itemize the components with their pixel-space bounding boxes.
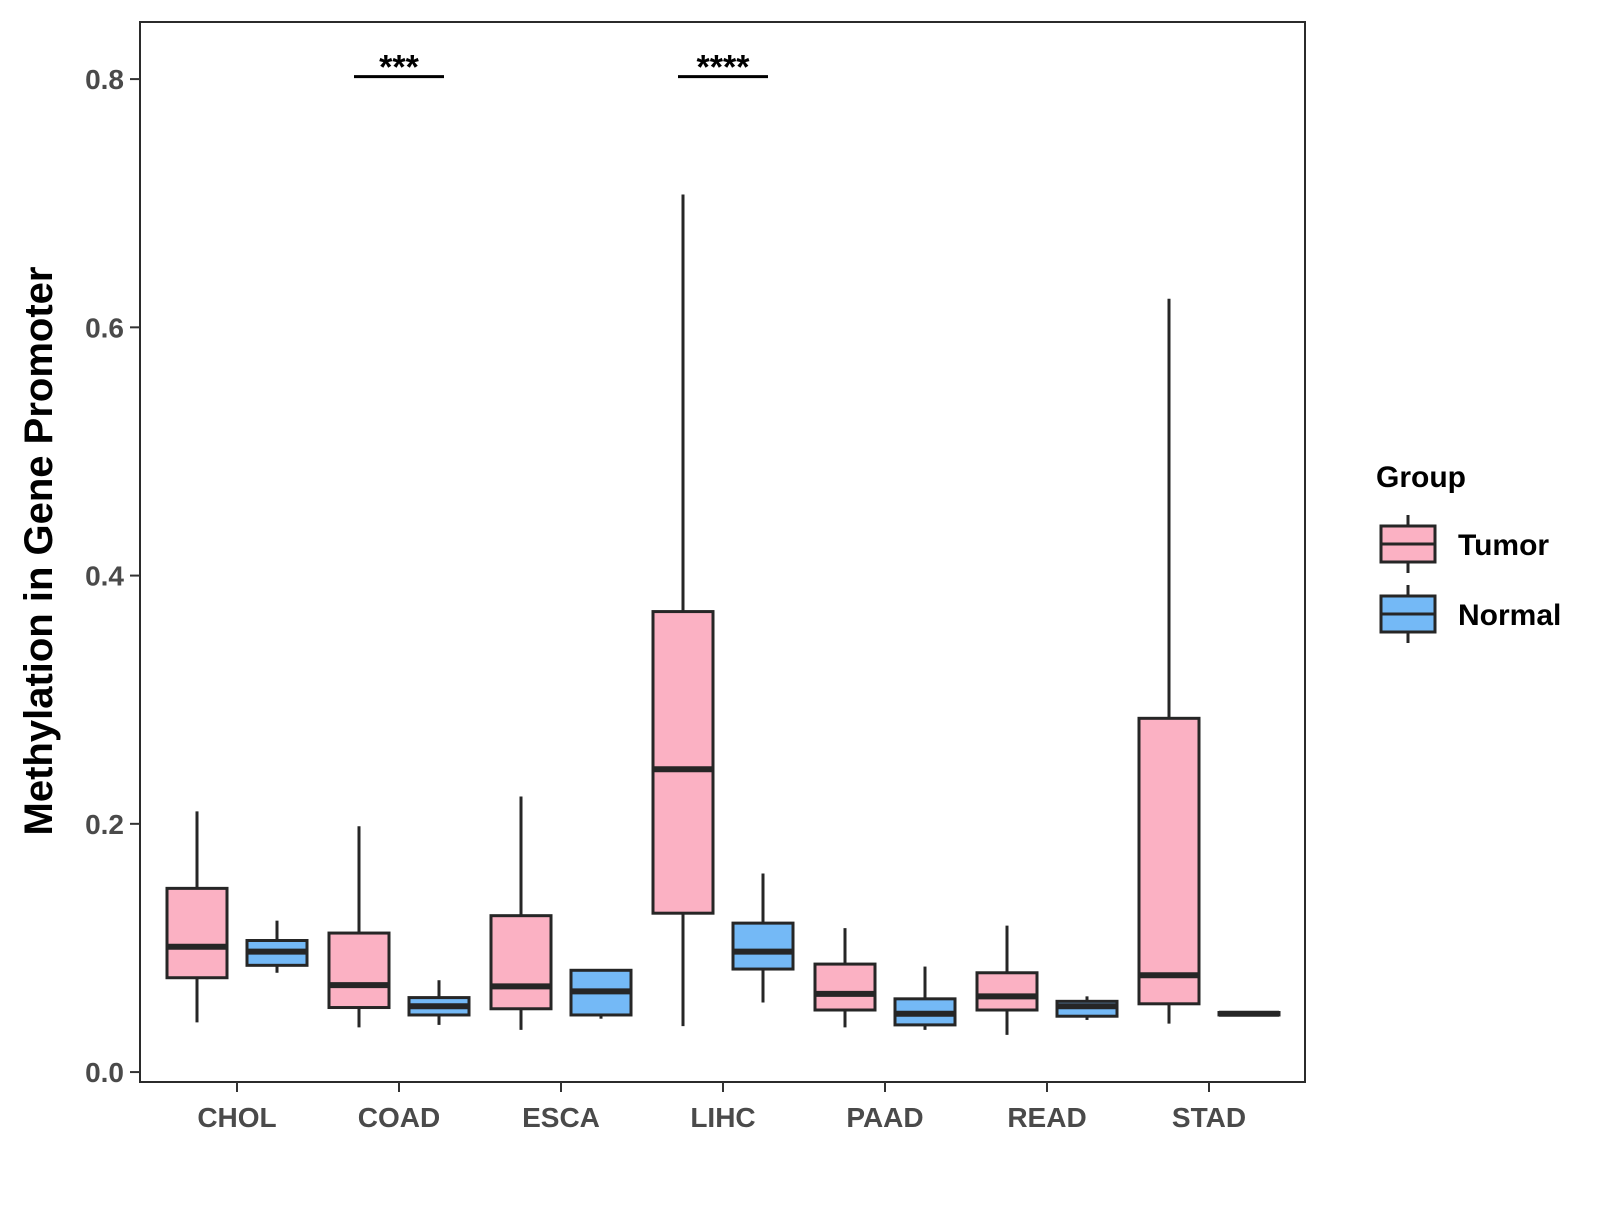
box-tumor-read [975,925,1039,1035]
x-tick-label: STAD [1172,1102,1246,1133]
legend-key-tumor [1379,515,1437,573]
box-iqr [489,914,553,1011]
box-tumor-paad [813,928,877,1028]
y-axis: 0.0 0.2 0.4 0.6 0.8 [85,64,140,1088]
y-tick-label: 0.4 [85,561,124,592]
plot-panel [139,21,1306,1083]
x-tick-label: COAD [358,1102,440,1133]
box-tumor-coad [327,826,391,1028]
x-tick-label: LIHC [690,1102,755,1133]
y-tick-label: 0.6 [85,312,124,343]
x-tick-label: READ [1007,1102,1086,1133]
legend-key-normal [1379,585,1437,643]
box-normal-lihc [731,873,795,1003]
box-iqr [327,931,391,1010]
box-iqr [165,886,229,980]
box-normal-paad [893,966,957,1030]
legend: Group Tumor Normal [1376,461,1561,643]
significance-label: **** [697,49,751,87]
box-tumor-esca [489,796,553,1030]
y-axis-title: Methylation in Gene Promoter [17,267,61,836]
legend-label-tumor: Tumor [1458,529,1549,562]
box-normal-chol [245,920,309,973]
x-tick-label: PAAD [846,1102,923,1133]
box-iqr [1137,716,1201,1006]
x-axis: CHOL COAD ESCA LIHC PAAD READ STAD [197,1082,1246,1133]
box-iqr [731,921,795,971]
box-tumor-lihc [651,194,715,1027]
box-normal-coad [407,980,471,1025]
box-series [165,194,1281,1035]
legend-title: Group [1376,461,1466,494]
box-iqr [813,962,877,1012]
box-normal-stad [1217,1010,1281,1017]
legend-label-normal: Normal [1458,599,1561,632]
significance-annotations: *** **** [354,49,768,87]
y-tick-label: 0.8 [85,64,124,95]
box-tumor-stad [1137,298,1201,1024]
x-tick-label: ESCA [522,1102,600,1133]
significance-label: *** [379,49,419,87]
box-tumor-chol [165,811,229,1023]
box-normal-read [1055,996,1119,1020]
x-tick-label: CHOL [197,1102,276,1133]
box-iqr [975,971,1039,1012]
box-iqr [651,610,715,915]
y-tick-label: 0.0 [85,1057,124,1088]
box-normal-esca [569,968,633,1019]
y-tick-label: 0.2 [85,809,124,840]
